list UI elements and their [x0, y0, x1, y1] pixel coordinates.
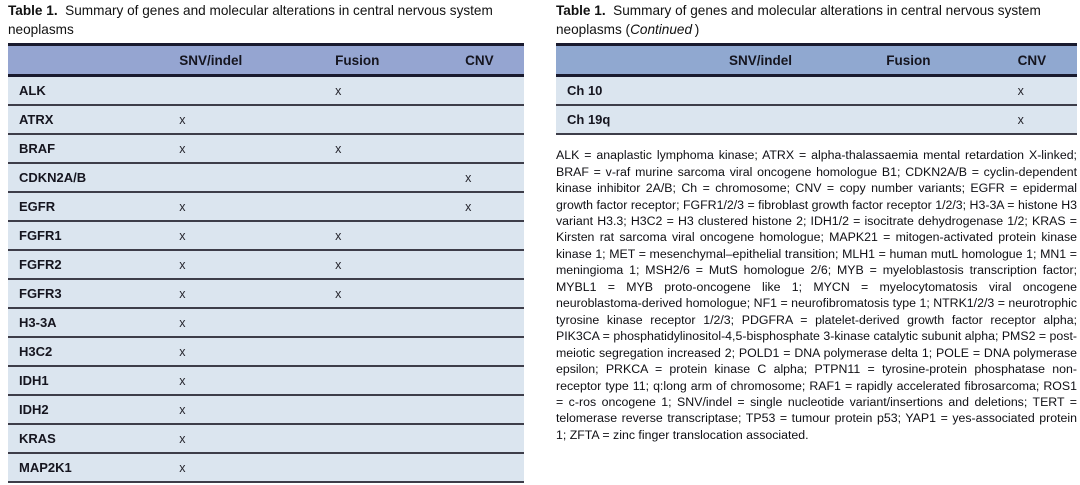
- table-row: IDH2 x: [8, 396, 524, 426]
- table-title-continued: Table 1. Summary of genes and molecular …: [556, 2, 1077, 39]
- table-row: Ch 10 x: [556, 77, 1077, 107]
- table-row: FGFR3 x x: [8, 280, 524, 310]
- paren-close: ): [694, 21, 700, 37]
- snv-indel-cell: x: [179, 373, 186, 388]
- fusion-column-header: Fusion: [886, 52, 931, 68]
- gene-name-cell: KRAS: [19, 431, 56, 447]
- table-row: FGFR1 x x: [8, 222, 524, 252]
- table-title: Table 1. Summary of genes and molecular …: [8, 2, 524, 39]
- table-title-text: Summary of genes and molecular alteratio…: [8, 3, 493, 37]
- table-panel-right: Table 1. Summary of genes and molecular …: [556, 2, 1077, 456]
- gene-name-cell: IDH1: [19, 373, 49, 389]
- gene-name-cell: FGFR3: [19, 286, 62, 302]
- gene-name-cell: ALK: [19, 83, 46, 99]
- table-row: BRAF x x: [8, 135, 524, 165]
- table-row: CDKN2A/B x: [8, 164, 524, 194]
- genes-table: SNV/indel Fusion CNV ALK x ATRX x BRAF x x CDKN…: [8, 43, 524, 484]
- snv-indel-cell: x: [179, 431, 186, 446]
- snv-indel-cell: x: [179, 257, 186, 272]
- snv-indel-cell: x: [179, 344, 186, 359]
- fusion-cell: x: [335, 257, 342, 272]
- gene-name-cell: BRAF: [19, 141, 56, 157]
- table-row: KRAS x: [8, 425, 524, 455]
- gene-name-cell: FGFR1: [19, 228, 62, 244]
- gene-name-cell: IDH2: [19, 402, 49, 418]
- snv-indel-cell: x: [179, 402, 186, 417]
- gene-name-cell: Ch 19q: [567, 112, 611, 128]
- fusion-cell: x: [335, 228, 342, 243]
- snv-indel-cell: x: [179, 141, 186, 156]
- snv-indel-cell: x: [179, 315, 186, 330]
- snv-indel-cell: x: [179, 199, 186, 214]
- snv-indel-column-header: SNV/indel: [728, 52, 792, 68]
- fusion-cell: x: [335, 83, 342, 98]
- fusion-cell: x: [335, 141, 342, 156]
- abbreviations-footnote: ALK = anaplastic lymphoma kinase; ATRX =…: [556, 148, 1077, 442]
- table-title-text: Summary of genes and molecular alteratio…: [556, 3, 1041, 37]
- gene-name-cell: MAP2K1: [19, 460, 72, 476]
- table-body: ALK x ATRX x BRAF x x CDKN2A/B x EGFR x x FGFR1 x x FGF…: [8, 77, 524, 484]
- table-row: H3C2 x: [8, 338, 524, 368]
- cnv-cell: x: [465, 170, 472, 185]
- table-number-label: Table 1.: [8, 3, 58, 18]
- cnv-column-header: CNV: [1017, 52, 1047, 68]
- cnv-cell: x: [1017, 83, 1024, 98]
- table-body: Ch 10 x Ch 19q x: [556, 77, 1077, 136]
- table-row: ATRX x: [8, 106, 524, 136]
- table-row: EGFR x x: [8, 193, 524, 223]
- fusion-cell: x: [335, 286, 342, 301]
- table-header-row: SNV/indel Fusion CNV: [8, 43, 524, 78]
- table-row: Ch 19q x: [556, 106, 1077, 136]
- table-number-label: Table 1.: [556, 3, 606, 18]
- table-row: H3-3A x: [8, 309, 524, 339]
- snv-indel-cell: x: [179, 460, 186, 475]
- cnv-cell: x: [465, 199, 472, 214]
- table-row: IDH1 x: [8, 367, 524, 397]
- cnv-cell: x: [1017, 112, 1024, 127]
- table-row: MAP2K1 x: [8, 454, 524, 484]
- gene-name-cell: CDKN2A/B: [19, 170, 87, 186]
- gene-name-cell: ATRX: [19, 112, 54, 128]
- paren-open: (: [625, 21, 631, 37]
- snv-indel-cell: x: [179, 286, 186, 301]
- gene-name-cell: H3C2: [19, 344, 53, 360]
- snv-indel-cell: x: [179, 112, 186, 127]
- table-panel-left: Table 1. Summary of genes and molecular …: [8, 2, 524, 484]
- gene-name-cell: EGFR: [19, 199, 56, 215]
- snv-indel-column-header: SNV/indel: [179, 52, 243, 68]
- table-header-row: SNV/indel Fusion CNV: [556, 43, 1077, 78]
- fusion-column-header: Fusion: [335, 52, 380, 68]
- table-row: ALK x: [8, 77, 524, 107]
- table-row: FGFR2 x x: [8, 251, 524, 281]
- continued-label: Continued: [630, 21, 693, 37]
- genes-table-continued: SNV/indel Fusion CNV Ch 10 x Ch 19q x: [556, 43, 1077, 136]
- gene-name-cell: FGFR2: [19, 257, 62, 273]
- gene-name-cell: H3-3A: [19, 315, 57, 331]
- cnv-column-header: CNV: [465, 52, 494, 68]
- snv-indel-cell: x: [179, 228, 186, 243]
- gene-name-cell: Ch 10: [567, 83, 603, 99]
